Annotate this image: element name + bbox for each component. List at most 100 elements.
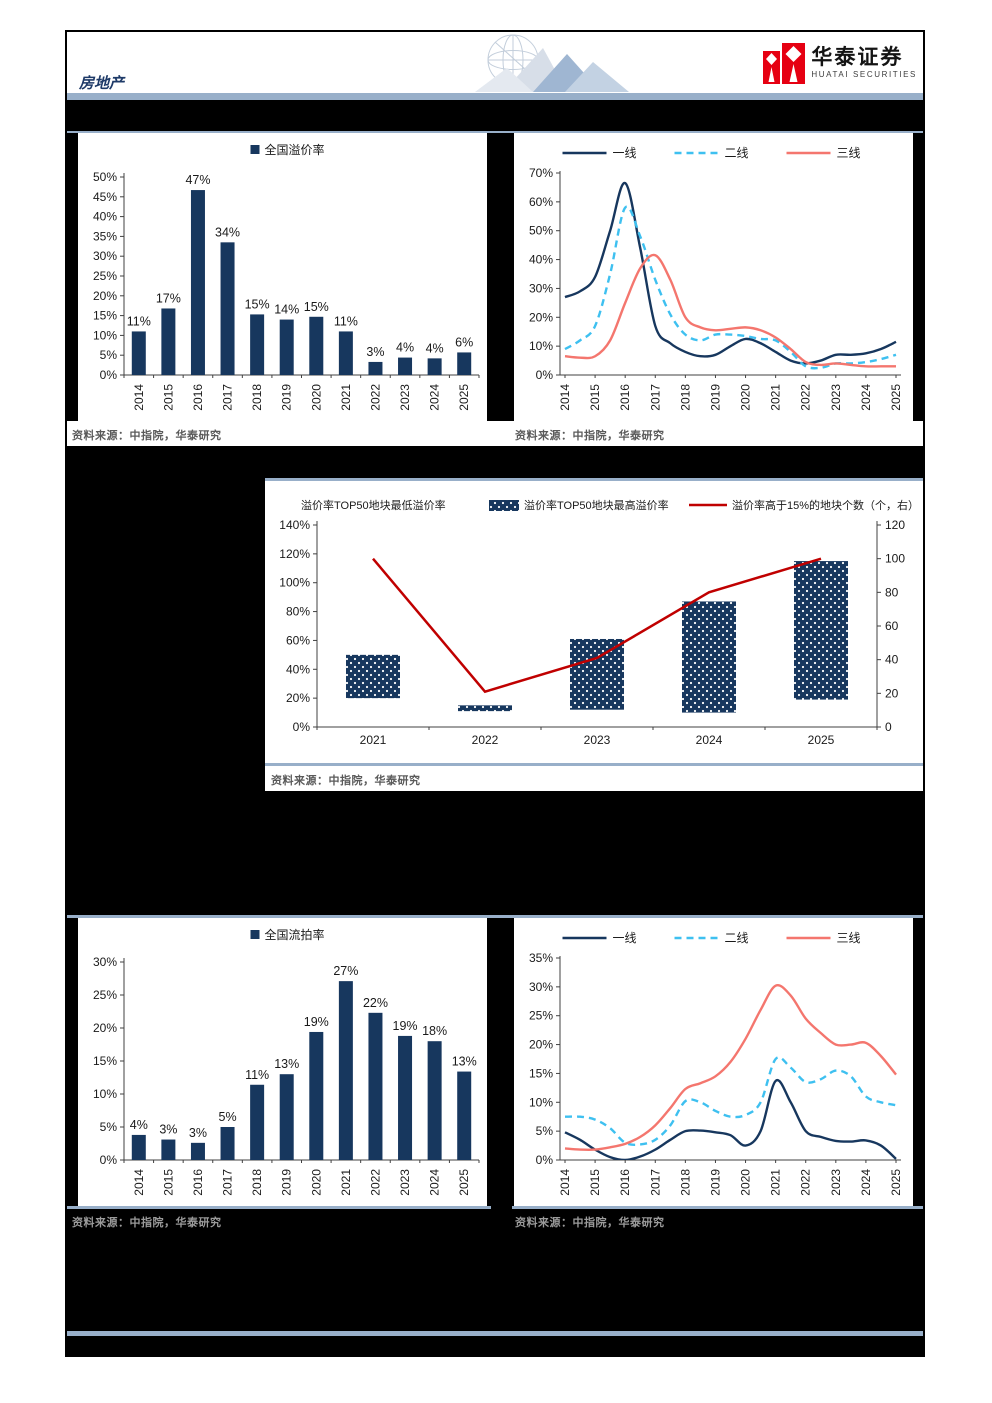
svg-text:2019: 2019 bbox=[708, 1169, 722, 1196]
svg-text:20: 20 bbox=[885, 686, 899, 700]
svg-text:11%: 11% bbox=[334, 314, 358, 328]
svg-text:40%: 40% bbox=[93, 210, 117, 224]
svg-text:2023: 2023 bbox=[584, 733, 611, 747]
source-note: 资料来源：中指院，华泰研究 bbox=[72, 430, 222, 442]
svg-text:2023: 2023 bbox=[829, 1169, 843, 1196]
huatai-logo-icon bbox=[763, 43, 806, 84]
svg-text:19%: 19% bbox=[304, 1015, 329, 1029]
svg-text:4%: 4% bbox=[130, 1118, 148, 1132]
svg-text:2024: 2024 bbox=[428, 1169, 442, 1196]
svg-text:2014: 2014 bbox=[132, 384, 146, 411]
report-header: 房地产 bbox=[67, 32, 923, 93]
svg-text:2017: 2017 bbox=[648, 1169, 662, 1196]
source-note: 资料来源：中指院，华泰研究 bbox=[271, 775, 421, 787]
chart-failure-rate-by-city-tier: 一线 二线 三线 0% 5% 10% 15% 20% 25% 30% 35% 2014 2015 2016… bbox=[514, 918, 913, 1206]
svg-text:2018: 2018 bbox=[250, 1169, 264, 1196]
figure-bottom-rule bbox=[67, 1206, 491, 1209]
svg-text:溢价率TOP50地块最低溢价率: 溢价率TOP50地块最低溢价率 bbox=[301, 498, 446, 512]
svg-text:2016: 2016 bbox=[618, 1169, 632, 1196]
svg-text:5%: 5% bbox=[100, 348, 118, 362]
svg-text:15%: 15% bbox=[93, 1054, 117, 1068]
svg-text:120%: 120% bbox=[279, 547, 310, 561]
svg-text:二线: 二线 bbox=[725, 931, 749, 945]
report-page: 房地产 bbox=[65, 30, 925, 1357]
svg-text:2018: 2018 bbox=[250, 384, 264, 411]
svg-text:2019: 2019 bbox=[280, 1169, 294, 1196]
svg-text:2021: 2021 bbox=[769, 384, 783, 411]
svg-text:25%: 25% bbox=[529, 1009, 553, 1023]
svg-text:2014: 2014 bbox=[132, 1169, 146, 1196]
svg-text:全国流拍率: 全国流拍率 bbox=[265, 927, 325, 942]
header-rule bbox=[67, 93, 923, 100]
svg-text:35%: 35% bbox=[93, 229, 117, 243]
svg-text:17%: 17% bbox=[156, 291, 181, 305]
svg-text:15%: 15% bbox=[93, 309, 117, 323]
svg-text:2021: 2021 bbox=[360, 733, 387, 747]
svg-text:4%: 4% bbox=[396, 341, 414, 355]
brand-text: 华泰证券 HUATAI SECURITIES bbox=[811, 47, 917, 80]
svg-text:35%: 35% bbox=[529, 951, 553, 965]
svg-text:20%: 20% bbox=[529, 310, 553, 324]
svg-text:27%: 27% bbox=[333, 964, 358, 978]
redacted-text-block bbox=[67, 791, 923, 915]
svg-text:15%: 15% bbox=[304, 300, 329, 314]
figure-top-rule bbox=[67, 131, 923, 133]
svg-text:2025: 2025 bbox=[457, 384, 471, 411]
source-row-top bbox=[67, 421, 923, 446]
svg-text:20%: 20% bbox=[93, 289, 117, 303]
svg-text:2016: 2016 bbox=[191, 1169, 205, 1196]
svg-text:2022: 2022 bbox=[368, 1169, 382, 1196]
svg-text:5%: 5% bbox=[219, 1110, 237, 1124]
svg-text:2020: 2020 bbox=[309, 1169, 323, 1196]
svg-text:2019: 2019 bbox=[708, 384, 722, 411]
redacted-text-block bbox=[67, 1209, 923, 1331]
svg-text:3%: 3% bbox=[189, 1126, 207, 1140]
svg-text:2020: 2020 bbox=[309, 384, 323, 411]
svg-text:一线: 一线 bbox=[613, 931, 637, 945]
svg-text:2023: 2023 bbox=[398, 1169, 412, 1196]
svg-text:2022: 2022 bbox=[368, 384, 382, 411]
svg-text:30%: 30% bbox=[93, 955, 117, 969]
svg-text:30%: 30% bbox=[93, 249, 117, 263]
svg-text:10%: 10% bbox=[93, 328, 117, 342]
svg-text:25%: 25% bbox=[93, 269, 117, 283]
svg-text:2015: 2015 bbox=[588, 1169, 602, 1196]
svg-text:二线: 二线 bbox=[725, 146, 749, 160]
redacted-text-block bbox=[67, 478, 265, 791]
svg-text:2024: 2024 bbox=[428, 384, 442, 411]
svg-text:22%: 22% bbox=[363, 996, 388, 1010]
svg-text:120: 120 bbox=[885, 518, 905, 532]
svg-text:40%: 40% bbox=[286, 662, 310, 676]
svg-text:15%: 15% bbox=[529, 1066, 553, 1080]
svg-text:30%: 30% bbox=[529, 980, 553, 994]
svg-text:2017: 2017 bbox=[648, 384, 662, 411]
chart-top50-premium-range: 溢价率TOP50地块最低溢价率 溢价率TOP50地块最高溢价率 溢价率高于15%的地… bbox=[265, 478, 923, 766]
svg-text:三线: 三线 bbox=[837, 931, 861, 945]
svg-text:2016: 2016 bbox=[191, 384, 205, 411]
svg-text:2021: 2021 bbox=[339, 384, 353, 411]
source-note: 资料来源：中指院，华泰研究 bbox=[515, 1217, 665, 1229]
svg-text:2021: 2021 bbox=[339, 1169, 353, 1196]
svg-text:全国溢价率: 全国溢价率 bbox=[265, 142, 325, 157]
chart-national-premium-rate: 全国溢价率 0% 5% 10% 15% 20% 25% 30% 35% 40% 45% 50% 11% 2… bbox=[78, 133, 487, 421]
svg-text:2014: 2014 bbox=[558, 1169, 572, 1196]
svg-text:0: 0 bbox=[885, 720, 892, 734]
redacted-text-block bbox=[67, 446, 923, 478]
svg-text:2019: 2019 bbox=[280, 384, 294, 411]
svg-text:45%: 45% bbox=[93, 190, 117, 204]
svg-text:3%: 3% bbox=[159, 1123, 177, 1137]
svg-text:10%: 10% bbox=[529, 1095, 553, 1109]
redacted-caption-band bbox=[67, 100, 923, 131]
svg-text:2023: 2023 bbox=[829, 384, 843, 411]
svg-text:5%: 5% bbox=[100, 1120, 118, 1134]
svg-text:100: 100 bbox=[885, 552, 905, 566]
brand-name-en: HUATAI SECURITIES bbox=[811, 70, 917, 79]
svg-text:2014: 2014 bbox=[558, 384, 572, 411]
svg-text:2020: 2020 bbox=[739, 384, 753, 411]
huatai-logo: 华泰证券 HUATAI SECURITIES bbox=[763, 41, 917, 85]
svg-text:2024: 2024 bbox=[859, 1169, 873, 1196]
svg-text:100%: 100% bbox=[279, 576, 310, 590]
svg-text:25%: 25% bbox=[93, 988, 117, 1002]
svg-text:13%: 13% bbox=[452, 1055, 477, 1069]
